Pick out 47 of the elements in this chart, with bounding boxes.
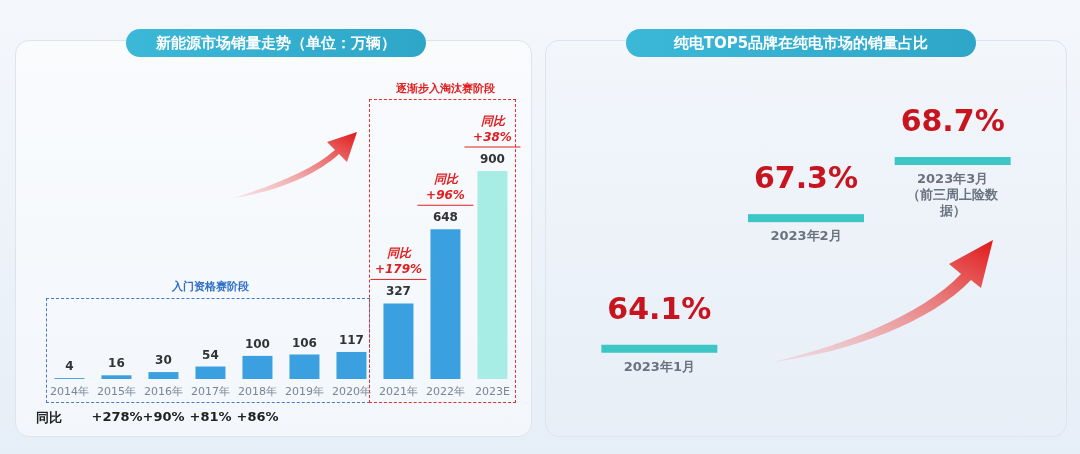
category-label: 2023年2月 bbox=[769, 228, 843, 245]
bar bbox=[336, 351, 367, 379]
text: 逐渐步入淘汰赛阶段 bbox=[395, 81, 496, 96]
text: +81% bbox=[188, 409, 233, 424]
bar bbox=[430, 229, 461, 379]
x-tick-label: 2022年 bbox=[426, 384, 465, 398]
data-label: 117 bbox=[338, 332, 364, 347]
x-tick-label: 2020年 bbox=[332, 384, 371, 398]
x-tick-label: 2018年 bbox=[238, 384, 277, 398]
bar bbox=[477, 171, 508, 379]
data-label: 68.7% bbox=[900, 103, 1005, 138]
data-label: 64.1% bbox=[607, 290, 712, 326]
x-tick-label: 2015年 bbox=[97, 384, 136, 398]
x-tick-label: 2014年 bbox=[50, 384, 89, 398]
text: +90% bbox=[141, 409, 186, 424]
category-label: 2023年1月 bbox=[622, 358, 696, 375]
text: 纯电TOP5品牌在纯电市场的销量占比 bbox=[626, 29, 976, 57]
bar bbox=[148, 372, 179, 379]
bar bbox=[242, 355, 273, 379]
data-label: 67.3% bbox=[753, 160, 859, 196]
bar bbox=[101, 375, 132, 379]
text: 同比 bbox=[36, 409, 62, 427]
x-tick-label: 2021年 bbox=[379, 384, 418, 398]
bar bbox=[195, 366, 226, 379]
data-label: 327 bbox=[385, 284, 411, 299]
data-label: 16 bbox=[108, 356, 125, 371]
category-label: 2023年3月（前三周上险数据） bbox=[906, 171, 999, 219]
data-label: 648 bbox=[432, 210, 458, 225]
data-label: 54 bbox=[202, 347, 219, 362]
x-tick-label: 2017年 bbox=[191, 384, 230, 398]
data-label: 4 bbox=[65, 359, 74, 374]
bar bbox=[383, 303, 414, 379]
text: +278% bbox=[91, 409, 143, 424]
data-label: 30 bbox=[155, 353, 172, 368]
x-tick-label: 2016年 bbox=[144, 384, 183, 398]
x-tick-label: 2023E bbox=[475, 384, 511, 398]
data-label: 900 bbox=[479, 152, 505, 166]
data-label: 106 bbox=[291, 335, 317, 350]
annotation: 入门资格赛阶段 bbox=[171, 279, 250, 294]
data-label: 100 bbox=[244, 336, 270, 351]
text: +86% bbox=[235, 409, 280, 424]
annotation: 同比 +96% bbox=[425, 171, 466, 204]
bar bbox=[289, 354, 320, 379]
x-tick-label: 2019年 bbox=[285, 384, 324, 398]
annotation: 同比 +179% bbox=[373, 245, 424, 278]
chart-title: 新能源市场销量走势（单位：万辆） bbox=[126, 29, 426, 57]
annotation: 同比 +38% bbox=[472, 113, 513, 145]
